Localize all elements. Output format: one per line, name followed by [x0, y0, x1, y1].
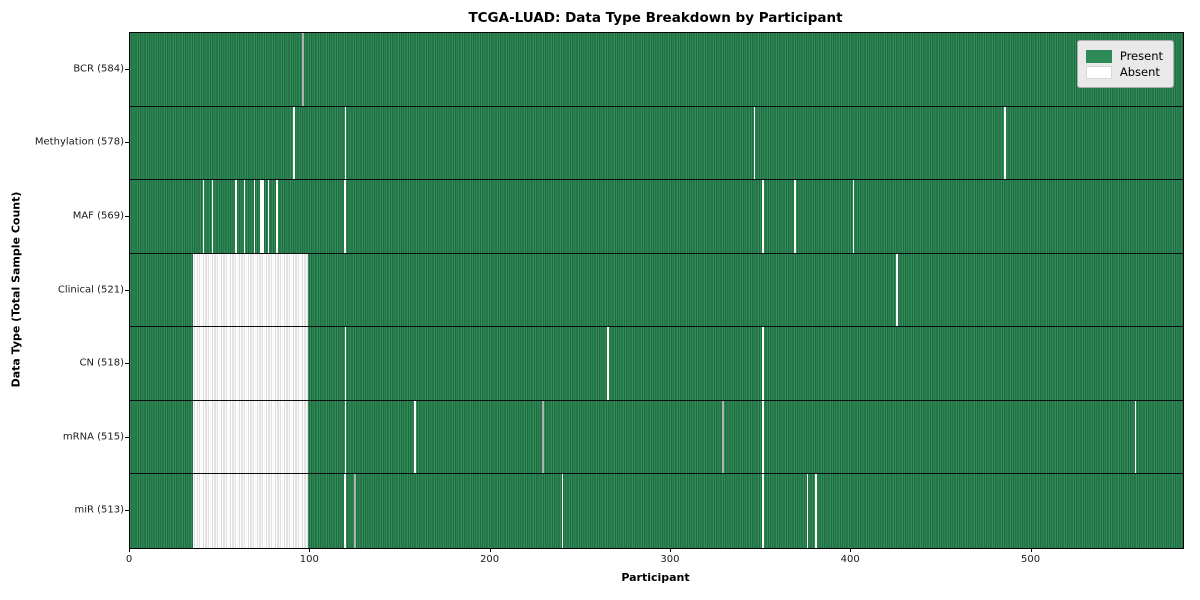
absent-gap	[253, 180, 256, 253]
absent-gap	[343, 180, 346, 253]
heatmap-row-methylation	[130, 106, 1183, 181]
x-tick-mark	[489, 548, 491, 552]
y-tick-mark	[125, 142, 129, 144]
x-tick-label: 300	[660, 554, 680, 565]
absent-gap	[235, 180, 238, 253]
legend-label-present: Present	[1119, 49, 1163, 63]
absent-gap	[344, 327, 347, 400]
absent-gap	[814, 474, 817, 548]
y-tick-label-mir: miR (513)	[74, 504, 124, 516]
x-tick-mark	[669, 548, 671, 552]
present-swatch	[1085, 49, 1112, 63]
absent-gap	[344, 106, 347, 180]
absent-gap	[721, 400, 724, 474]
absent-gap	[794, 180, 796, 253]
heatmap-row-clinical	[130, 253, 1183, 328]
heatmap-row-bcr	[130, 33, 1183, 107]
x-tick-mark	[129, 548, 130, 552]
absent-gap	[761, 474, 764, 548]
legend-entry-absent: Absent	[1085, 65, 1163, 79]
absent-swatch	[1085, 65, 1112, 79]
absent-gap	[353, 474, 356, 548]
absent-gap	[1134, 400, 1137, 474]
x-axis-label: Participant	[621, 571, 690, 584]
absent-gap	[344, 400, 347, 474]
absent-gap	[276, 180, 278, 253]
absent-gap	[302, 33, 305, 106]
legend-entry-present: Present	[1085, 49, 1163, 63]
absent-gap	[761, 327, 764, 400]
y-tick-label-maf: MAF (569)	[72, 210, 124, 222]
plot-area: Present Absent	[129, 32, 1184, 549]
x-tick-mark	[850, 548, 852, 552]
absent-gap	[267, 180, 270, 253]
absent-gap	[192, 474, 308, 548]
y-tick-label-bcr: BCR (584)	[73, 63, 124, 75]
absent-gap	[192, 400, 308, 474]
x-tick-label: 200	[480, 554, 500, 565]
absent-gap	[192, 327, 308, 400]
absent-gap	[414, 400, 416, 474]
heatmap-row-mrna	[130, 400, 1183, 475]
absent-gap	[243, 180, 246, 253]
y-tick-label-methylation: Methylation (578)	[34, 136, 124, 148]
absent-gap	[259, 180, 264, 253]
absent-gap	[542, 400, 544, 474]
x-tick-label: 500	[1020, 554, 1041, 565]
heatmap-row-maf	[130, 180, 1183, 254]
y-tick-label-clinical: Clinical (521)	[57, 284, 124, 295]
heatmap-row-mir	[130, 474, 1183, 548]
x-tick-mark	[1030, 548, 1032, 552]
absent-gap	[761, 180, 764, 253]
x-tick-label: 0	[125, 554, 133, 565]
heatmap-row-cn	[130, 327, 1183, 401]
absent-gap	[852, 180, 855, 253]
x-tick-label: 100	[299, 554, 319, 565]
y-tick-label-mrna: mRNA (515)	[62, 431, 124, 443]
absent-gap	[753, 106, 756, 180]
legend: Present Absent	[1076, 40, 1174, 88]
y-tick-mark	[125, 510, 129, 512]
absent-gap	[806, 474, 809, 548]
absent-gap	[761, 400, 764, 474]
y-tick-mark	[125, 436, 129, 438]
y-tick-label-cn: CN (518)	[79, 357, 124, 369]
absent-gap	[211, 180, 214, 253]
y-tick-mark	[125, 68, 129, 70]
absent-gap	[896, 253, 898, 327]
chart-title: TCGA-LUAD: Data Type Breakdown by Partic…	[468, 10, 843, 26]
absent-gap	[192, 253, 308, 327]
x-tick-mark	[309, 548, 311, 552]
y-tick-mark	[125, 289, 129, 291]
absent-gap	[202, 180, 205, 253]
absent-gap	[344, 474, 346, 548]
legend-label-absent: Absent	[1119, 65, 1160, 79]
y-tick-mark	[125, 215, 129, 217]
y-tick-mark	[125, 363, 129, 365]
absent-gap	[1004, 106, 1006, 180]
x-tick-label: 400	[840, 554, 860, 565]
absent-gap	[561, 474, 564, 548]
absent-gap	[293, 106, 295, 180]
absent-gap	[606, 327, 609, 400]
